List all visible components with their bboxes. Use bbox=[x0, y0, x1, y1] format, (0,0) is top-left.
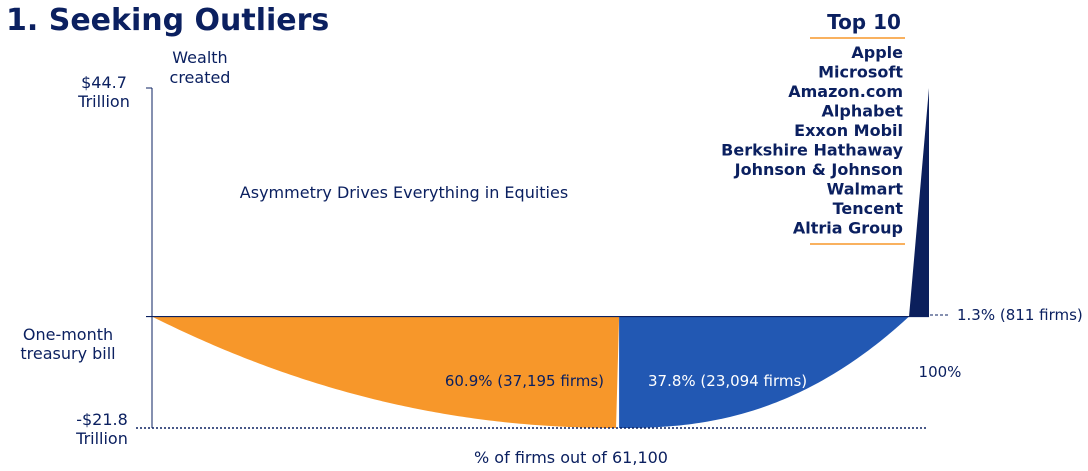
y-bottom-label-line2: Trillion bbox=[75, 429, 128, 448]
area-segment-outliers bbox=[909, 88, 929, 317]
top10-title: Top 10 bbox=[827, 10, 901, 34]
top10-item: Walmart bbox=[827, 180, 904, 199]
chart-subtitle: Asymmetry Drives Everything in Equities bbox=[240, 183, 568, 202]
top10-item: Alphabet bbox=[822, 102, 904, 121]
top10-item: Microsoft bbox=[818, 63, 903, 82]
chart-marks bbox=[136, 87, 948, 429]
y-axis-title-line2: created bbox=[170, 68, 231, 87]
y-bottom-label-line1: -$21.8 bbox=[76, 410, 128, 429]
y-top-label-line2: Trillion bbox=[77, 92, 130, 111]
area-segment-orange bbox=[152, 316, 620, 428]
segment-label-negative-orange: 60.9% (37,195 firms) bbox=[445, 372, 604, 390]
top10-item: Tencent bbox=[833, 199, 904, 218]
x-axis-title: % of firms out of 61,100 bbox=[474, 448, 668, 467]
segment-label-outliers: 1.3% (811 firms) bbox=[957, 306, 1083, 324]
top10-item: Altria Group bbox=[793, 219, 903, 238]
segment-label-negative-blue: 37.8% (23,094 firms) bbox=[648, 372, 807, 390]
y-axis-title-line1: Wealth bbox=[172, 48, 227, 67]
top10-item: Johnson & Johnson bbox=[734, 160, 903, 179]
top10-item: Berkshire Hathaway bbox=[721, 141, 903, 160]
chart-title: 1. Seeking Outliers bbox=[6, 3, 329, 38]
baseline-label-line2: treasury bill bbox=[20, 344, 115, 363]
x-end-label: 100% bbox=[919, 363, 962, 381]
top10-item: Exxon Mobil bbox=[794, 121, 903, 140]
y-top-label-line1: $44.7 bbox=[81, 73, 127, 92]
baseline-label-line1: One-month bbox=[23, 325, 113, 344]
top10-item: Amazon.com bbox=[788, 82, 903, 101]
top10-item: Apple bbox=[851, 43, 903, 62]
area-segment-blue bbox=[619, 316, 910, 428]
